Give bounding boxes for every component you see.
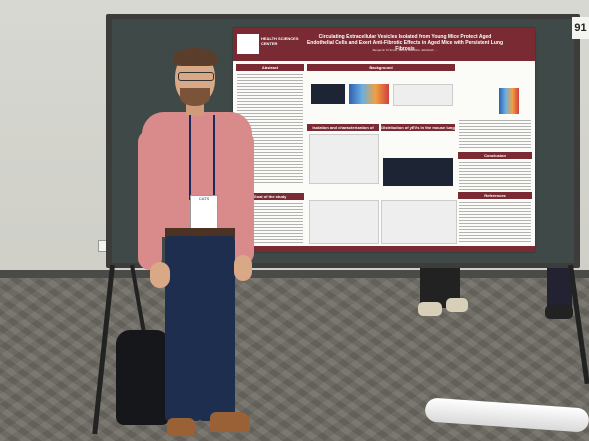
background-person-shoe (545, 305, 573, 319)
presenter-lanyard (189, 115, 215, 200)
presenter-hair (173, 48, 217, 66)
presenter-pants-left (165, 236, 201, 421)
backpack (116, 330, 170, 425)
background-figure-2 (349, 84, 389, 104)
background-person-legs (547, 268, 572, 308)
board-number-sign: 91 (572, 17, 589, 39)
poster-header: HEALTH SCIENCES CENTER Circulating Extra… (233, 28, 535, 61)
right-figure-heatmap (499, 88, 519, 114)
section-goal: Goal of the study (236, 193, 304, 200)
poster-footer (233, 246, 535, 252)
background-person-shoe (418, 302, 442, 316)
section-abstract: Abstract (236, 64, 304, 71)
isolation-figure (309, 134, 379, 184)
distribution-figure (383, 158, 453, 186)
institution-logo (237, 34, 259, 54)
section-conclusion: Conclusion (458, 152, 532, 159)
section-background: Background (307, 64, 455, 71)
presenter-right-hand (234, 255, 252, 281)
presenter-beard (180, 88, 210, 106)
background-person-shoe (446, 298, 468, 312)
section-distribution: Distribution of yEVs in the mouse lung (381, 124, 455, 131)
baseboard (0, 270, 589, 278)
conclusion-text (459, 162, 531, 190)
right-text (459, 120, 531, 148)
section-references: References (458, 192, 532, 199)
presenter-pants-right (199, 236, 235, 421)
results-figure-1 (309, 200, 379, 244)
presenter-left-hand (150, 262, 170, 288)
research-poster: HEALTH SCIENCES CENTER Circulating Extra… (233, 28, 535, 252)
poster-title: Circulating Extracellular Vesicles Isola… (306, 34, 504, 52)
presenter-belt (165, 228, 235, 238)
presenter-glasses (178, 72, 214, 81)
results-figure-2 (381, 200, 457, 244)
background-figure-1 (311, 84, 345, 104)
background-figure-3 (393, 84, 453, 106)
references-text (459, 202, 531, 242)
presenter-left-shoe (167, 418, 195, 436)
section-isolation: Isolation and characterization of yEVs (307, 124, 379, 137)
institution-name: HEALTH SCIENCES CENTER (261, 36, 299, 46)
presenter-name-badge: CATS (190, 195, 218, 231)
presenter-right-shoe (210, 412, 250, 432)
poster-authors: Benjamin M Snow, Jeffrey Hazelton, Eliza… (372, 48, 438, 52)
